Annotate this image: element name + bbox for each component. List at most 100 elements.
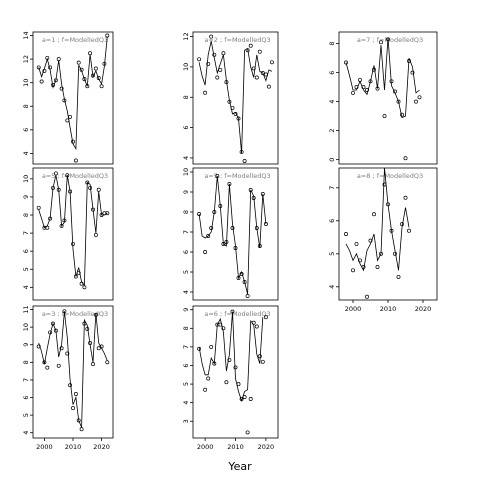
y-tick-label: 10 (182, 63, 190, 71)
data-point (71, 406, 75, 411)
data-point (254, 75, 259, 80)
data-point (59, 346, 64, 351)
data-point (393, 251, 397, 256)
data-point (403, 156, 408, 161)
data-point (407, 228, 411, 233)
panel-title: a=1 ; f=ModelledQ3 (42, 36, 108, 44)
data-point (351, 90, 355, 95)
y-tick-label: 4 (22, 151, 30, 155)
data-point (212, 361, 217, 366)
panel-7: 0 2 4 6 8 a=7 ; f=ModelledQ3 (328, 31, 438, 165)
data-point (206, 376, 211, 381)
data-point (239, 272, 244, 276)
data-point (39, 79, 44, 84)
data-point (88, 341, 93, 345)
series-line (345, 37, 420, 119)
data-point (96, 346, 101, 351)
y-tick-label: 6 (328, 71, 336, 75)
data-point (260, 71, 265, 75)
y-tick-label: 14 (22, 31, 30, 39)
x-tick-label: 2020 (258, 443, 275, 451)
data-point (45, 55, 50, 60)
data-point (260, 359, 265, 364)
data-point (51, 321, 55, 326)
data-point (248, 397, 253, 401)
data-point (368, 238, 373, 243)
data-point (212, 52, 217, 57)
data-point (242, 280, 247, 284)
data-point (361, 85, 366, 90)
panel-8: 4 5 6 7 2000 2010 2020 a=8 ; f=ModelledQ3 (328, 167, 438, 313)
panel-title: a=5 ; f=ModelledQ3 (42, 172, 108, 180)
y-tick-label: 8 (22, 213, 30, 217)
y-tick-label: 8 (182, 210, 190, 214)
x-tick-label: 2010 (380, 305, 397, 313)
data-point (242, 159, 247, 163)
data-point (203, 387, 208, 392)
panel-title: a=5 ; f=ModelledQ3 (204, 172, 270, 180)
series-line (38, 36, 108, 151)
data-point (203, 250, 208, 254)
data-point (236, 116, 241, 121)
y-tick-label: 9 (22, 343, 30, 347)
x-tick-label: 2000 (345, 305, 362, 313)
y-tick-label: 7 (22, 378, 30, 382)
data-point (233, 111, 238, 116)
panel-frame (32, 167, 114, 301)
data-point (203, 90, 208, 95)
y-tick-label: 6 (328, 219, 336, 223)
data-point (251, 196, 256, 200)
y-tick-label: 4 (182, 401, 190, 405)
panel-title: a=2 ; f=ModelledQ3 (204, 36, 270, 44)
y-tick-label: 6 (22, 395, 30, 399)
data-point (403, 195, 408, 200)
data-point (344, 60, 348, 65)
y-tick-label: 7 (22, 231, 30, 235)
data-point (263, 72, 268, 77)
data-point (88, 51, 93, 56)
x-tick-label: 2020 (93, 443, 110, 451)
panel-2: 4 6 8 10 12 a=2 ; f=ModelledQ3 (182, 31, 279, 165)
data-point (102, 61, 107, 66)
series-line (198, 311, 264, 403)
data-point (42, 360, 47, 365)
data-point (36, 65, 41, 70)
x-axis-title: Year (227, 460, 252, 473)
y-tick-label: 12 (22, 55, 30, 63)
y-tick-label: 2 (328, 129, 336, 133)
panel-frame (338, 31, 438, 165)
data-point (248, 188, 253, 192)
x-tick-label: 2010 (65, 443, 82, 451)
y-tick-label: 3 (182, 419, 190, 423)
data-point (410, 70, 415, 75)
data-point (73, 158, 78, 163)
y-tick-label: 5 (182, 270, 190, 274)
data-point (354, 85, 359, 90)
data-point (73, 392, 78, 396)
y-tick-label: 10 (22, 323, 30, 331)
panel-frame (32, 31, 114, 165)
data-point (212, 210, 217, 214)
data-point (48, 330, 53, 335)
data-point (76, 270, 81, 275)
data-point (230, 105, 235, 110)
data-point (51, 83, 55, 87)
data-point (379, 251, 383, 256)
data-point (215, 75, 220, 80)
panel-title: a=6 ; f=ModelledQ3 (204, 310, 270, 318)
y-tick-label: 6 (22, 128, 30, 132)
data-point (45, 365, 50, 370)
data-point (375, 86, 380, 91)
data-point (365, 294, 369, 299)
data-point (42, 68, 47, 73)
data-point (245, 430, 250, 435)
data-point (209, 226, 214, 230)
panel-3: 4 5 6 7 8 9 10 11 2000 2010 2020 a=3 ; f=ModelledQ3 (22, 305, 114, 451)
data-point (386, 37, 390, 42)
y-tick-label: 6 (182, 250, 190, 254)
data-point (68, 383, 73, 388)
y-tick-label: 11 (22, 305, 30, 313)
data-point (227, 99, 232, 104)
panel-4: 4 5 6 7 8 9 10 a=5 ; f=ModelledQ3 (22, 167, 114, 301)
